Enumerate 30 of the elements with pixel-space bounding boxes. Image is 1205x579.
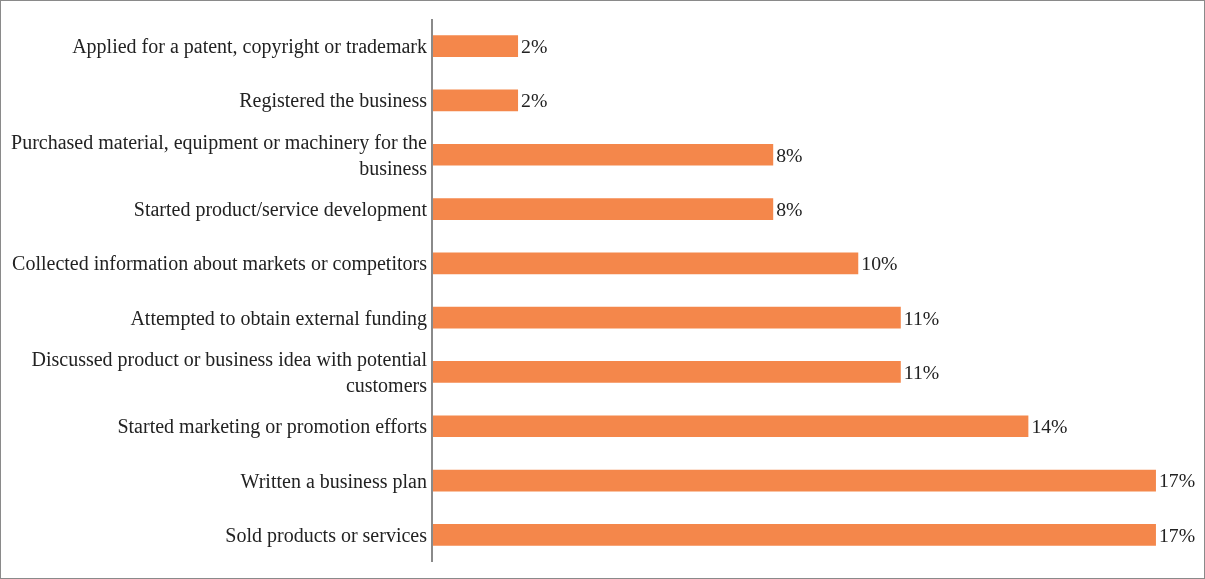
y-tick-label: Sold products or services bbox=[225, 523, 428, 547]
data-label: 17% bbox=[1158, 523, 1196, 546]
data-label: 10% bbox=[861, 252, 898, 275]
y-tick-label: Attempted to obtain external funding bbox=[130, 306, 427, 330]
data-label: 8% bbox=[776, 143, 803, 166]
bar bbox=[433, 35, 519, 58]
y-tick-label: Applied for a patent, copyright or trademark bbox=[72, 35, 427, 59]
data-label: 17% bbox=[1158, 469, 1196, 492]
y-tick-label: Registered the business bbox=[239, 89, 428, 113]
y-tick-label: Written a business plan bbox=[240, 469, 427, 493]
bar bbox=[433, 523, 1156, 546]
y-tick-label: Started marketing or promotion efforts bbox=[117, 415, 428, 439]
y-tick-label: Discussed product or business idea with potential customers bbox=[31, 347, 428, 396]
y-tick-label: Collected information about markets or competitors bbox=[12, 252, 428, 276]
bar bbox=[433, 198, 774, 220]
y-tick-label: Purchased material, equipment or machinery for the business bbox=[11, 130, 428, 179]
bar bbox=[433, 415, 1029, 438]
bar bbox=[433, 361, 901, 383]
data-label: 2% bbox=[521, 89, 548, 112]
bar bbox=[433, 306, 901, 329]
data-label: 14% bbox=[1031, 415, 1068, 438]
bar bbox=[433, 252, 859, 275]
data-label: 8% bbox=[776, 197, 803, 220]
data-label: 11% bbox=[903, 360, 940, 383]
bar bbox=[433, 89, 519, 112]
data-label: 2% bbox=[521, 35, 548, 58]
y-tick-label: Started product/service development bbox=[133, 198, 428, 222]
bar bbox=[433, 469, 1156, 492]
data-label: 11% bbox=[903, 306, 940, 329]
bar bbox=[433, 143, 774, 166]
